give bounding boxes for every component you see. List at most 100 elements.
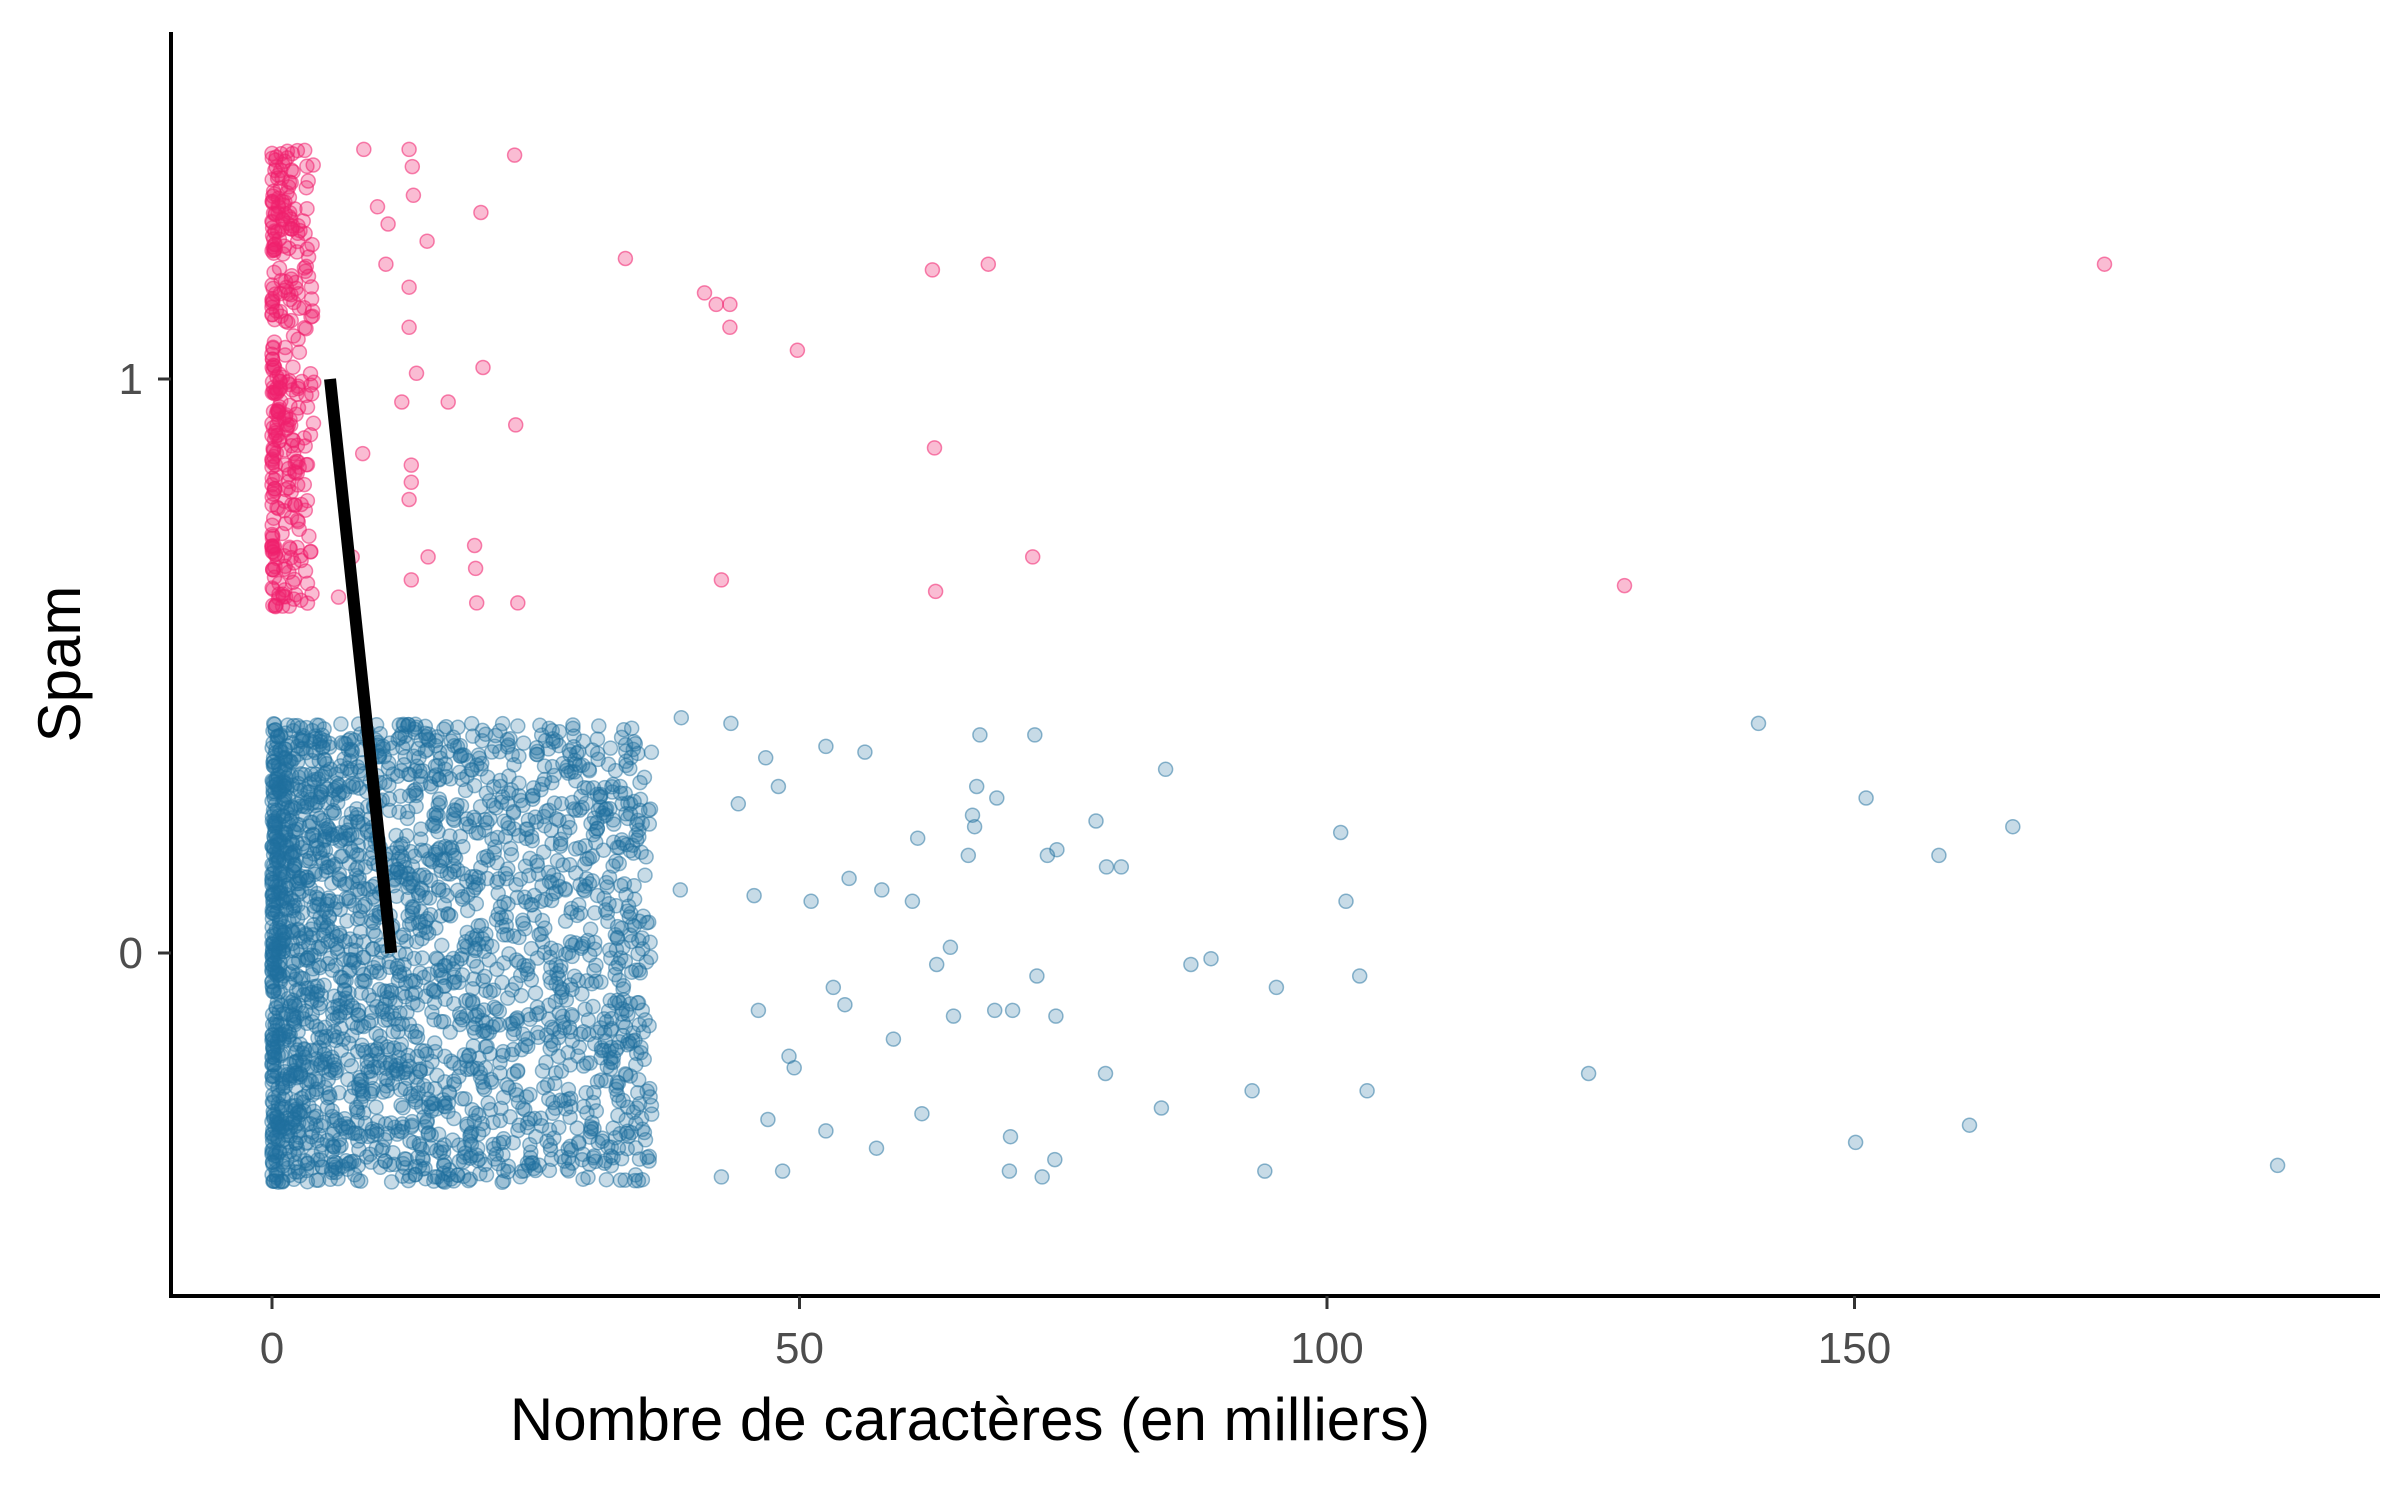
data-point <box>609 1087 626 1103</box>
data-point <box>460 1172 477 1189</box>
data-point <box>567 841 584 857</box>
data-point <box>288 453 305 469</box>
data-point <box>561 743 577 759</box>
data-point <box>271 944 287 961</box>
data-point <box>433 1140 450 1156</box>
data-point <box>264 1142 280 1158</box>
data-point <box>304 1086 321 1103</box>
data-point <box>360 1128 376 1145</box>
data-point <box>274 525 290 542</box>
data-point <box>320 1071 336 1088</box>
data-point <box>435 1157 452 1173</box>
data-point <box>289 835 305 851</box>
data-point <box>1001 1163 1018 1179</box>
data-point <box>346 1080 363 1096</box>
data-point <box>267 546 284 563</box>
data-point <box>602 1061 619 1077</box>
data-point <box>264 538 280 555</box>
data-point <box>338 736 354 752</box>
data-point <box>452 1016 468 1033</box>
data-point <box>545 1021 562 1038</box>
data-point <box>333 1137 349 1154</box>
data-point <box>336 785 353 801</box>
data-point <box>1034 1169 1050 1185</box>
data-point <box>365 923 381 940</box>
x-tick-label: 100 <box>1290 1324 1363 1373</box>
data-point <box>584 848 601 865</box>
data-point <box>266 334 283 350</box>
data-point <box>275 918 292 935</box>
data-point <box>420 549 436 565</box>
data-point <box>307 766 324 783</box>
data-point <box>283 174 299 191</box>
data-point <box>708 296 724 313</box>
data-point <box>426 768 442 785</box>
data-point <box>580 1012 597 1028</box>
data-point <box>267 885 283 902</box>
data-point <box>496 955 512 971</box>
data-point <box>730 796 747 812</box>
data-point <box>441 1084 457 1100</box>
data-point <box>265 735 281 751</box>
data-point <box>553 958 569 975</box>
data-point <box>378 256 394 272</box>
data-point <box>928 956 945 973</box>
data-point <box>284 848 300 865</box>
data-point <box>966 818 983 835</box>
data-point <box>515 735 532 751</box>
data-point <box>874 882 890 898</box>
data-point <box>562 819 578 836</box>
data-point <box>464 993 481 1010</box>
data-point <box>1257 1163 1273 1179</box>
data-point <box>300 980 316 997</box>
data-point <box>264 793 280 809</box>
data-point <box>585 998 601 1015</box>
data-point <box>672 882 689 898</box>
data-point <box>536 808 552 825</box>
data-point <box>301 528 317 544</box>
data-point <box>343 1058 360 1074</box>
data-point <box>411 1158 428 1175</box>
data-point <box>352 924 369 940</box>
data-point <box>592 1020 609 1036</box>
data-point <box>290 1164 307 1180</box>
data-point <box>498 917 514 934</box>
data-point <box>541 997 557 1014</box>
data-point <box>495 1089 512 1106</box>
data-point <box>1039 847 1056 864</box>
data-point <box>474 1115 490 1132</box>
data-point <box>271 260 288 276</box>
data-point <box>475 973 491 989</box>
data-point <box>507 417 524 433</box>
data-point <box>560 1150 577 1166</box>
data-point <box>475 1079 492 1095</box>
data-point <box>528 1006 545 1023</box>
x-tick-label: 150 <box>1818 1324 1891 1373</box>
data-point <box>757 750 774 766</box>
data-point <box>554 1008 571 1024</box>
data-point <box>467 560 484 577</box>
data-point <box>770 778 787 795</box>
data-point <box>1153 1100 1170 1116</box>
data-point <box>517 858 534 874</box>
data-point <box>265 357 282 373</box>
data-point <box>2005 818 2021 835</box>
data-point <box>515 1100 531 1116</box>
data-point <box>582 1055 598 1071</box>
data-point <box>456 1047 473 1063</box>
data-point <box>612 1172 629 1188</box>
data-point <box>575 1171 591 1187</box>
data-point <box>980 256 997 272</box>
data-point <box>608 853 624 870</box>
data-point <box>268 406 285 422</box>
data-point <box>392 1042 408 1058</box>
data-point <box>522 1086 538 1103</box>
data-point <box>596 890 612 907</box>
data-point <box>293 732 310 748</box>
data-point <box>1858 790 1874 806</box>
data-point <box>499 990 516 1006</box>
data-point <box>451 1068 467 1085</box>
data-point <box>266 242 282 258</box>
data-point <box>285 328 302 344</box>
data-point <box>360 1063 377 1080</box>
